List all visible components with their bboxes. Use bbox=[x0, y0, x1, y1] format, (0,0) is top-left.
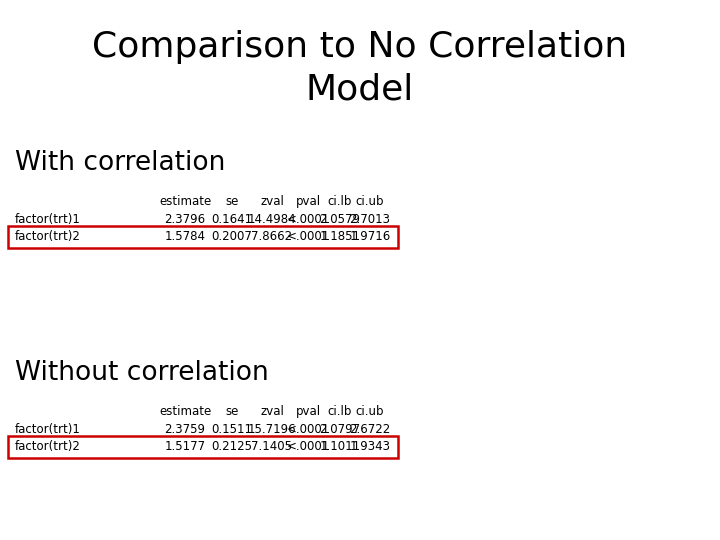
Text: With correlation: With correlation bbox=[15, 150, 225, 176]
Text: se: se bbox=[225, 195, 239, 208]
Text: <.0001: <.0001 bbox=[287, 423, 330, 436]
Text: 2.0579: 2.0579 bbox=[320, 213, 361, 226]
Bar bbox=[8, 436, 398, 458]
Text: 1.1851: 1.1851 bbox=[320, 230, 361, 243]
Text: 0.1511: 0.1511 bbox=[212, 423, 253, 436]
Text: Comparison to No Correlation: Comparison to No Correlation bbox=[92, 30, 628, 64]
Text: Without correlation: Without correlation bbox=[15, 360, 269, 386]
Text: 2.3796: 2.3796 bbox=[164, 213, 206, 226]
Text: 0.2125: 0.2125 bbox=[212, 440, 253, 453]
Text: factor(trt)1: factor(trt)1 bbox=[15, 423, 81, 436]
Text: 2.6722: 2.6722 bbox=[349, 423, 391, 436]
Text: factor(trt)2: factor(trt)2 bbox=[15, 230, 81, 243]
Text: ci.ub: ci.ub bbox=[356, 195, 384, 208]
Text: 2.7013: 2.7013 bbox=[349, 213, 390, 226]
Text: pval: pval bbox=[295, 195, 320, 208]
Text: ci.ub: ci.ub bbox=[356, 405, 384, 418]
Text: 15.7196: 15.7196 bbox=[248, 423, 297, 436]
Text: <.0001: <.0001 bbox=[287, 440, 330, 453]
Text: 0.1641: 0.1641 bbox=[212, 213, 253, 226]
Text: zval: zval bbox=[260, 405, 284, 418]
Text: 2.0797: 2.0797 bbox=[320, 423, 361, 436]
Text: zval: zval bbox=[260, 195, 284, 208]
Text: <.0001: <.0001 bbox=[287, 230, 330, 243]
Text: <.0001: <.0001 bbox=[287, 213, 330, 226]
Text: 1.9716: 1.9716 bbox=[349, 230, 391, 243]
Text: estimate: estimate bbox=[159, 195, 211, 208]
Text: 14.4984: 14.4984 bbox=[248, 213, 297, 226]
Text: se: se bbox=[225, 405, 239, 418]
Text: 1.5177: 1.5177 bbox=[164, 440, 206, 453]
Bar bbox=[8, 226, 398, 248]
Text: 7.8662: 7.8662 bbox=[251, 230, 292, 243]
Text: 0.2007: 0.2007 bbox=[212, 230, 253, 243]
Text: pval: pval bbox=[295, 405, 320, 418]
Text: Model: Model bbox=[306, 72, 414, 106]
Text: 1.1011: 1.1011 bbox=[320, 440, 361, 453]
Text: 2.3759: 2.3759 bbox=[164, 423, 205, 436]
Text: 7.1405: 7.1405 bbox=[251, 440, 292, 453]
Text: factor(trt)2: factor(trt)2 bbox=[15, 440, 81, 453]
Text: 1.9343: 1.9343 bbox=[349, 440, 390, 453]
Text: estimate: estimate bbox=[159, 405, 211, 418]
Text: factor(trt)1: factor(trt)1 bbox=[15, 213, 81, 226]
Text: 1.5784: 1.5784 bbox=[164, 230, 205, 243]
Text: ci.lb: ci.lb bbox=[328, 195, 352, 208]
Text: ci.lb: ci.lb bbox=[328, 405, 352, 418]
